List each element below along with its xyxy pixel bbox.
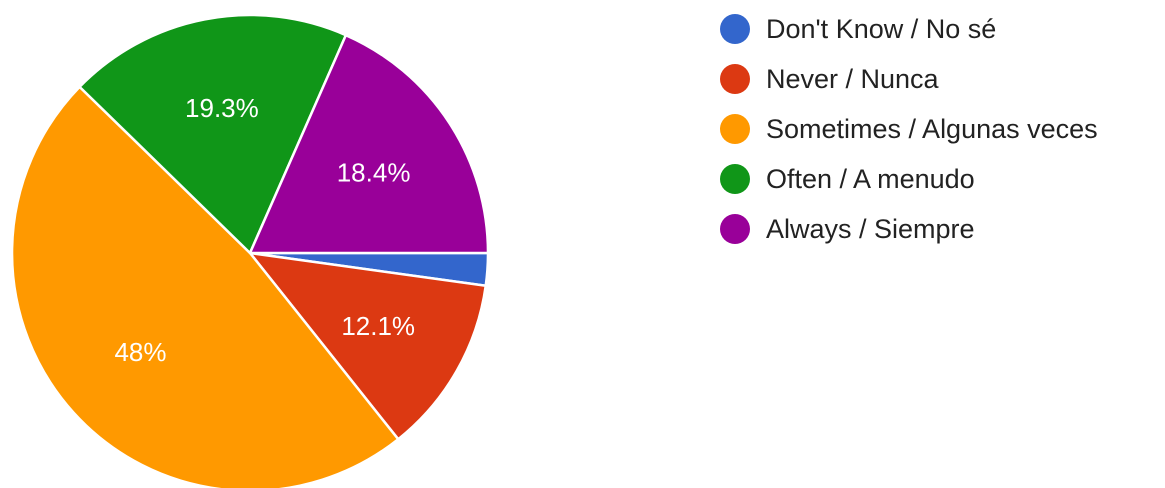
slice-value-label-sometimes: 48% xyxy=(114,337,166,367)
pie-slice-sometimes xyxy=(10,85,400,488)
legend-item-always[interactable]: Always / Siempre xyxy=(720,214,975,244)
legend-label: Don't Know / No sé xyxy=(766,14,996,44)
legend-swatch xyxy=(720,114,750,144)
slice-value-label-often: 19.3% xyxy=(185,93,259,123)
legend-swatch xyxy=(720,64,750,94)
pie-slice-often xyxy=(78,13,348,255)
legend: Don't Know / No sé Never / Nunca Sometimes… xyxy=(720,14,1098,244)
legend-label: Never / Nunca xyxy=(766,64,940,94)
pie-slice-always xyxy=(248,33,490,255)
legend-item-sometimes[interactable]: Sometimes / Algunas veces xyxy=(720,114,1098,144)
pie-slices xyxy=(10,13,490,488)
legend-label: Often / A menudo xyxy=(766,164,975,194)
pie-slice-never xyxy=(248,251,487,441)
legend-item-never[interactable]: Never / Nunca xyxy=(720,64,940,94)
legend-swatch xyxy=(720,214,750,244)
slice-value-label-always: 18.4% xyxy=(337,157,411,187)
pie-slice-labels: 12.1% 48% 19.3% 18.4% xyxy=(114,93,415,367)
slice-value-label-never: 12.1% xyxy=(341,311,415,341)
legend-label: Always / Siempre xyxy=(766,214,975,244)
legend-label: Sometimes / Algunas veces xyxy=(766,114,1098,144)
legend-swatch xyxy=(720,14,750,44)
legend-item-don-t-know[interactable]: Don't Know / No sé xyxy=(720,14,996,44)
legend-item-often[interactable]: Often / A menudo xyxy=(720,164,975,194)
legend-swatch xyxy=(720,164,750,194)
